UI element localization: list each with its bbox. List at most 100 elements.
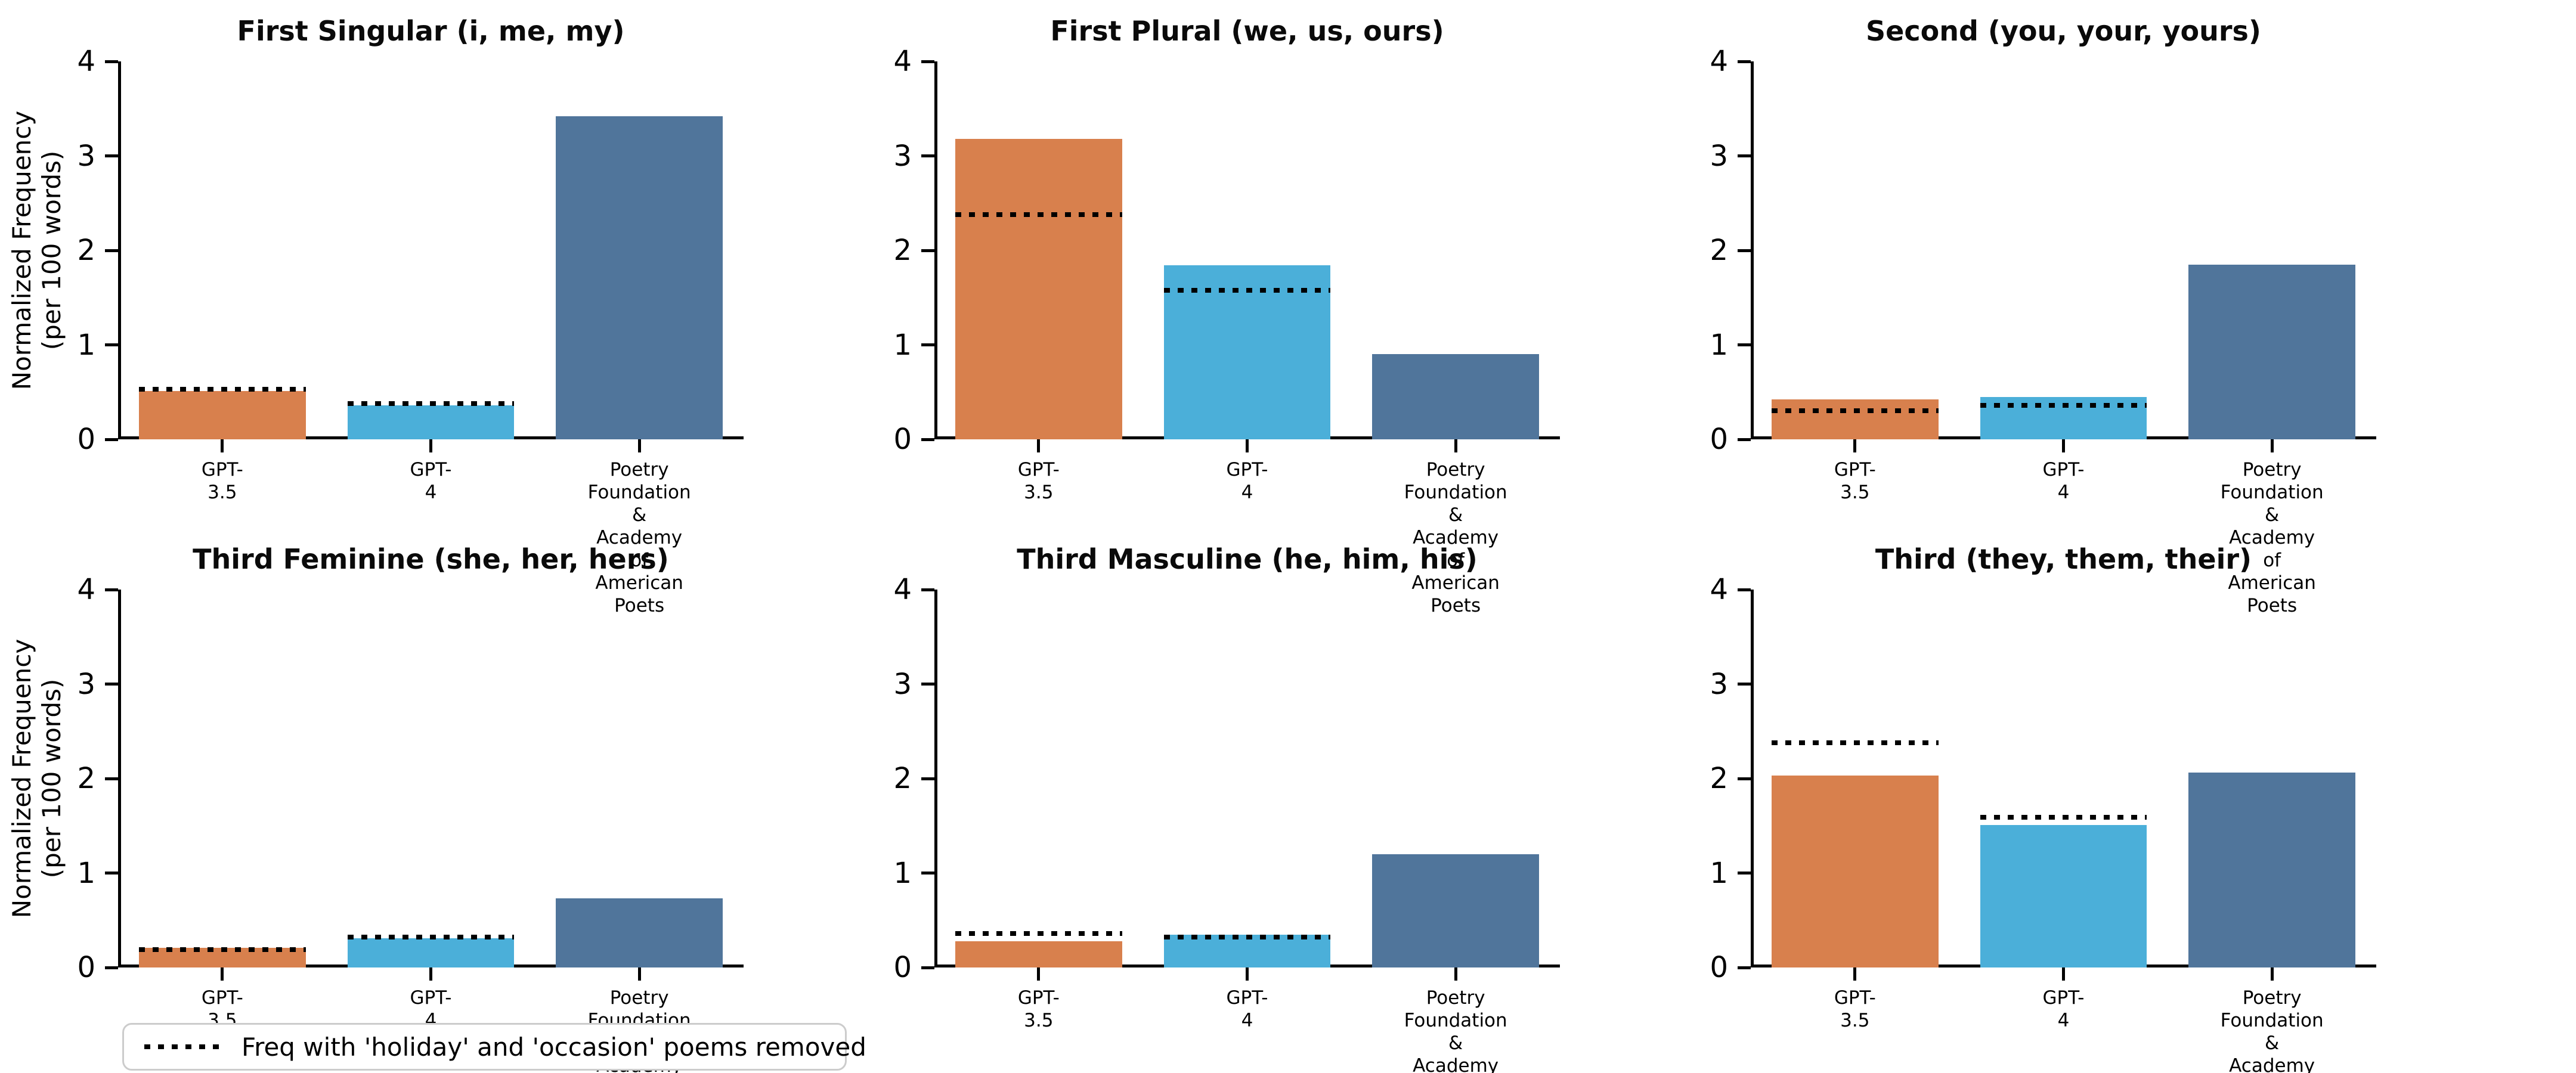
y-tick-label: 2 xyxy=(893,234,912,267)
y-axis-label: Normalized Frequency (per 100 words) xyxy=(7,638,66,919)
y-tick-mark xyxy=(921,966,934,969)
x-tick-label: GPT-3.5 xyxy=(1017,459,1060,503)
y-tick-mark xyxy=(1738,683,1751,686)
bar-poetry-foundation xyxy=(2188,773,2356,967)
y-tick-mark xyxy=(921,438,934,441)
y-tick-mark xyxy=(921,343,934,346)
x-tick-mark xyxy=(1037,439,1041,452)
y-tick-label: 2 xyxy=(893,762,912,795)
x-tick-mark xyxy=(637,439,641,452)
y-tick-label: 2 xyxy=(1710,762,1728,795)
subplot-title: Second (you, your, yours) xyxy=(1866,15,2261,47)
y-tick-label: 0 xyxy=(77,423,95,456)
y-tick-label: 0 xyxy=(77,951,95,984)
dotted-freq-line xyxy=(1980,814,2147,820)
bar-gpt-3-5 xyxy=(138,391,306,439)
bar-poetry-foundation xyxy=(1372,354,1540,439)
bar-poetry-foundation xyxy=(2188,264,2356,439)
y-tick-mark xyxy=(1738,249,1751,252)
legend-label: Freq with 'holiday' and 'occasion' poems… xyxy=(242,1032,866,1062)
y-tick-label: 3 xyxy=(893,667,912,701)
dotted-freq-line xyxy=(347,401,515,406)
y-tick-mark xyxy=(921,872,934,874)
subplot-title: Third Masculine (he, him, his) xyxy=(1017,543,1478,575)
y-tick-mark xyxy=(921,777,934,780)
y-tick-label: 3 xyxy=(893,139,912,173)
y-tick-label: 0 xyxy=(893,951,912,984)
y-tick-label: 1 xyxy=(1710,856,1728,890)
dotted-freq-line xyxy=(1980,402,2147,408)
bar-poetry-foundation xyxy=(556,898,723,967)
dotted-freq-line xyxy=(347,935,515,940)
y-tick-mark xyxy=(921,249,934,252)
y-tick-label: 0 xyxy=(1710,951,1728,984)
dotted-freq-line xyxy=(1163,935,1331,940)
x-tick-mark xyxy=(221,967,224,981)
y-axis-label: Normalized Frequency (per 100 words) xyxy=(7,110,66,390)
y-tick-mark xyxy=(1738,154,1751,157)
y-tick-mark xyxy=(105,683,118,686)
x-tick-mark xyxy=(637,967,641,981)
y-tick-mark xyxy=(105,343,118,346)
subplot-title: First Plural (we, us, ours) xyxy=(1050,15,1444,47)
y-tick-label: 3 xyxy=(1710,139,1728,173)
y-tick-mark xyxy=(105,588,118,591)
x-tick-label: GPT-4 xyxy=(1226,459,1268,503)
y-tick-mark xyxy=(921,588,934,591)
dotted-line-legend-swatch xyxy=(144,1044,219,1049)
y-tick-label: 1 xyxy=(893,328,912,362)
y-tick-label: 0 xyxy=(893,423,912,456)
x-tick-mark xyxy=(1246,967,1249,981)
y-tick-mark xyxy=(1738,343,1751,346)
x-tick-label: Poetry Foundation & Academy of American … xyxy=(2220,459,2324,616)
y-tick-label: 4 xyxy=(77,45,95,78)
x-tick-label: GPT-3.5 xyxy=(1834,987,1876,1031)
y-tick-mark xyxy=(921,683,934,686)
dotted-freq-line xyxy=(955,212,1122,217)
dotted-freq-line xyxy=(1163,287,1331,293)
dotted-freq-line xyxy=(138,947,306,952)
y-tick-label: 1 xyxy=(893,856,912,890)
y-tick-mark xyxy=(105,249,118,252)
bar-gpt-4 xyxy=(1980,824,2147,967)
y-tick-label: 3 xyxy=(77,667,95,701)
x-tick-label: GPT-3.5 xyxy=(201,459,243,503)
y-tick-mark xyxy=(1738,966,1751,969)
legend: Freq with 'holiday' and 'occasion' poems… xyxy=(122,1023,866,1071)
y-tick-label: 0 xyxy=(1710,423,1728,456)
bar-gpt-3-5 xyxy=(955,941,1122,967)
y-tick-mark xyxy=(1738,777,1751,780)
bar-gpt-4 xyxy=(1163,934,1331,967)
subplot-title: First Singular (i, me, my) xyxy=(237,15,625,47)
y-tick-label: 4 xyxy=(1710,573,1728,606)
subplot-title: Third Feminine (she, her, hers) xyxy=(193,543,669,575)
x-tick-label: Poetry Foundation & Academy of American … xyxy=(1404,459,1507,616)
y-tick-label: 1 xyxy=(77,856,95,890)
y-tick-label: 4 xyxy=(1710,45,1728,78)
bar-gpt-4 xyxy=(347,405,515,439)
bar-gpt-4 xyxy=(1163,265,1331,439)
x-tick-label: GPT-4 xyxy=(2042,987,2085,1031)
x-tick-mark xyxy=(2062,967,2065,981)
y-tick-mark xyxy=(1738,588,1751,591)
bar-gpt-4 xyxy=(347,938,515,967)
x-tick-mark xyxy=(429,439,432,452)
dotted-freq-line xyxy=(138,386,306,392)
y-tick-label: 4 xyxy=(77,573,95,606)
y-tick-mark xyxy=(105,777,118,780)
y-tick-label: 2 xyxy=(1710,234,1728,267)
x-tick-mark xyxy=(429,967,432,981)
x-tick-mark xyxy=(1454,439,1457,452)
bar-gpt-3-5 xyxy=(1771,776,1939,967)
y-tick-label: 1 xyxy=(1710,328,1728,362)
x-tick-label: GPT-3.5 xyxy=(1017,987,1060,1031)
y-tick-mark xyxy=(105,872,118,874)
x-tick-mark xyxy=(1037,967,1041,981)
x-tick-label: GPT-4 xyxy=(410,459,452,503)
y-tick-label: 3 xyxy=(1710,667,1728,701)
x-tick-label: Poetry Foundation & Academy of American … xyxy=(2220,987,2324,1073)
dotted-freq-line xyxy=(1771,408,1939,414)
y-tick-mark xyxy=(1738,60,1751,63)
x-tick-label: GPT-4 xyxy=(2042,459,2085,503)
